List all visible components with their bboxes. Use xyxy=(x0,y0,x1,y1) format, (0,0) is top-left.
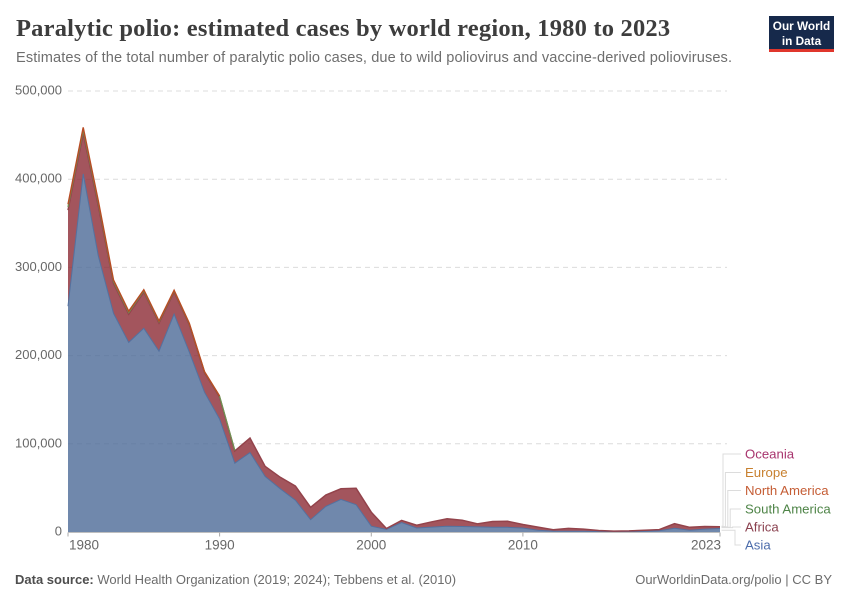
svg-text:300,000: 300,000 xyxy=(15,259,62,274)
svg-text:Oceania: Oceania xyxy=(745,447,795,462)
svg-text:500,000: 500,000 xyxy=(15,83,62,98)
svg-text:2000: 2000 xyxy=(356,538,386,553)
svg-text:Africa: Africa xyxy=(745,520,779,535)
svg-text:1980: 1980 xyxy=(69,538,99,553)
svg-text:100,000: 100,000 xyxy=(15,435,62,450)
svg-text:0: 0 xyxy=(55,524,62,539)
svg-text:400,000: 400,000 xyxy=(15,171,62,186)
svg-text:North America: North America xyxy=(745,483,829,498)
svg-text:2023: 2023 xyxy=(691,538,721,553)
svg-text:Europe: Europe xyxy=(745,465,788,480)
svg-text:2010: 2010 xyxy=(508,538,538,553)
svg-text:1990: 1990 xyxy=(205,538,235,553)
svg-text:200,000: 200,000 xyxy=(15,347,62,362)
svg-text:Asia: Asia xyxy=(745,538,771,553)
svg-text:South America: South America xyxy=(745,502,831,517)
